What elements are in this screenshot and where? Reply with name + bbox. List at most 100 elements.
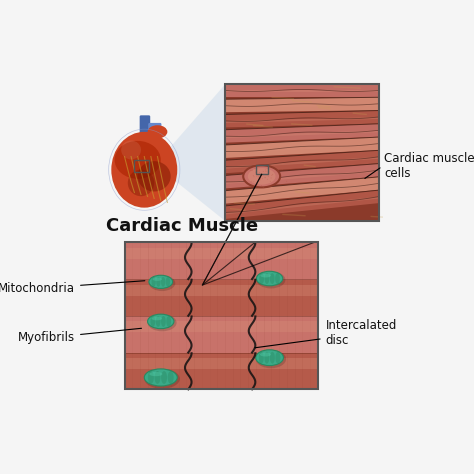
Polygon shape <box>226 110 379 128</box>
Polygon shape <box>226 84 379 97</box>
Ellipse shape <box>264 273 269 284</box>
Ellipse shape <box>256 271 285 289</box>
Ellipse shape <box>259 172 260 173</box>
Ellipse shape <box>252 170 253 171</box>
Ellipse shape <box>166 316 171 327</box>
Ellipse shape <box>275 352 281 364</box>
Ellipse shape <box>263 187 264 188</box>
Ellipse shape <box>254 184 255 186</box>
Bar <box>125 242 318 389</box>
Ellipse shape <box>265 169 266 171</box>
Polygon shape <box>226 144 379 154</box>
Ellipse shape <box>258 177 259 178</box>
Ellipse shape <box>268 172 269 173</box>
Polygon shape <box>226 97 379 112</box>
Ellipse shape <box>257 184 258 185</box>
Ellipse shape <box>149 275 175 291</box>
Text: Mitochondria: Mitochondria <box>0 281 145 295</box>
Text: Cardiac Muscle: Cardiac Muscle <box>106 217 258 235</box>
Ellipse shape <box>155 371 160 384</box>
Ellipse shape <box>149 275 173 289</box>
Bar <box>125 284 318 296</box>
Ellipse shape <box>256 350 283 365</box>
Ellipse shape <box>156 316 161 327</box>
Ellipse shape <box>270 181 271 182</box>
Ellipse shape <box>264 352 269 364</box>
Ellipse shape <box>128 170 154 196</box>
Polygon shape <box>226 197 379 214</box>
Ellipse shape <box>286 181 287 182</box>
Bar <box>125 321 318 332</box>
Ellipse shape <box>153 278 162 281</box>
Ellipse shape <box>259 352 264 364</box>
Ellipse shape <box>259 273 264 284</box>
Ellipse shape <box>267 174 268 175</box>
Ellipse shape <box>260 353 271 356</box>
Bar <box>125 248 318 259</box>
Ellipse shape <box>253 175 254 176</box>
Ellipse shape <box>270 273 274 284</box>
Polygon shape <box>149 84 226 221</box>
Ellipse shape <box>147 125 167 138</box>
Bar <box>226 84 379 221</box>
Ellipse shape <box>263 174 264 175</box>
Ellipse shape <box>161 277 165 287</box>
Ellipse shape <box>271 177 272 178</box>
Ellipse shape <box>166 277 170 287</box>
Polygon shape <box>226 164 379 188</box>
Ellipse shape <box>270 352 275 364</box>
Bar <box>125 317 318 353</box>
Bar <box>226 84 379 221</box>
Bar <box>125 353 318 389</box>
Polygon shape <box>226 170 379 184</box>
Polygon shape <box>226 177 379 204</box>
Bar <box>125 243 318 279</box>
Polygon shape <box>226 183 379 199</box>
Ellipse shape <box>258 176 259 177</box>
Ellipse shape <box>265 171 266 172</box>
Ellipse shape <box>275 273 280 284</box>
Ellipse shape <box>251 181 252 182</box>
Ellipse shape <box>152 277 156 287</box>
Polygon shape <box>226 190 379 219</box>
Bar <box>135 160 149 172</box>
Ellipse shape <box>251 170 252 171</box>
Ellipse shape <box>255 172 256 173</box>
Polygon shape <box>226 137 379 158</box>
Ellipse shape <box>260 178 261 179</box>
Ellipse shape <box>282 169 283 170</box>
Ellipse shape <box>267 179 268 180</box>
FancyBboxPatch shape <box>140 115 150 145</box>
Ellipse shape <box>254 168 255 169</box>
Ellipse shape <box>150 316 155 327</box>
Ellipse shape <box>262 178 263 179</box>
Ellipse shape <box>256 350 286 368</box>
Text: Cardiac muscle
cells: Cardiac muscle cells <box>384 152 474 180</box>
Bar <box>256 165 268 174</box>
Bar <box>125 358 318 369</box>
Polygon shape <box>226 157 379 169</box>
Polygon shape <box>226 124 379 143</box>
Ellipse shape <box>152 317 162 320</box>
Ellipse shape <box>254 176 255 177</box>
Ellipse shape <box>161 316 166 327</box>
Ellipse shape <box>144 369 177 386</box>
Ellipse shape <box>137 161 171 191</box>
Ellipse shape <box>260 178 261 179</box>
Ellipse shape <box>271 175 272 176</box>
Polygon shape <box>226 130 379 138</box>
Ellipse shape <box>248 168 275 185</box>
Ellipse shape <box>147 314 174 328</box>
Bar <box>125 280 318 316</box>
Ellipse shape <box>149 372 163 376</box>
Ellipse shape <box>168 371 173 384</box>
Ellipse shape <box>268 176 269 177</box>
Polygon shape <box>226 104 379 108</box>
Polygon shape <box>226 91 379 92</box>
Ellipse shape <box>260 179 261 180</box>
Ellipse shape <box>243 165 280 187</box>
Ellipse shape <box>260 274 271 277</box>
Text: Intercalated
disc: Intercalated disc <box>255 319 397 348</box>
Ellipse shape <box>250 170 251 171</box>
Text: Myofibrils: Myofibrils <box>18 328 142 345</box>
